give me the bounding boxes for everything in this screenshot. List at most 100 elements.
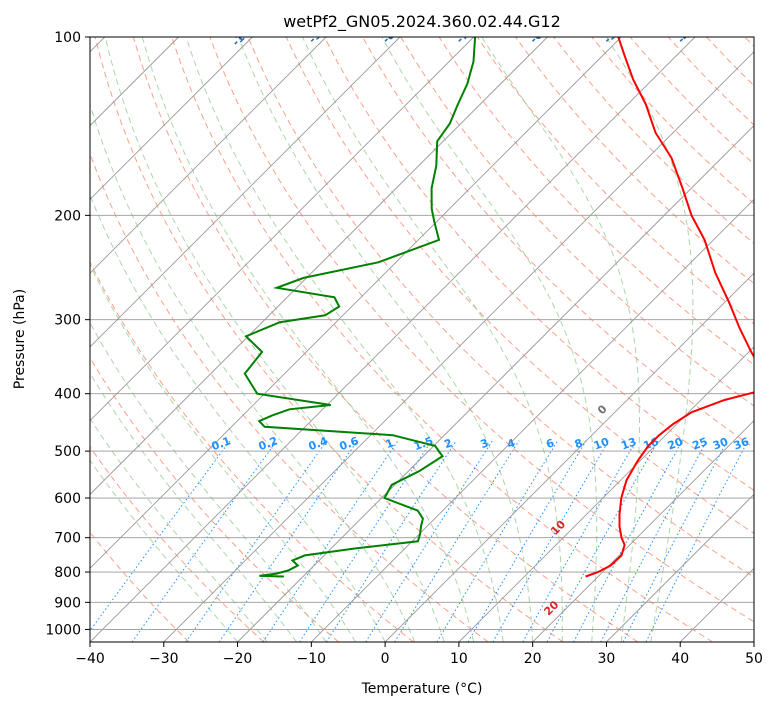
x-tick-label: 10 — [450, 651, 468, 667]
moist-adiabat — [238, 37, 534, 642]
x-axis: −40 −30 −20 −10 0 10 20 30 40 50 — [75, 642, 763, 667]
dry-adiabat — [209, 37, 754, 623]
dry-adiabat — [132, 37, 639, 642]
dry-adiabat — [476, 37, 754, 325]
x-tick-label: 40 — [671, 651, 689, 667]
moist-adiabat — [185, 37, 504, 642]
isotherm-label: -80 — [380, 23, 403, 46]
y-axis: 100 200 300 400 500 600 700 800 900 1000 — [45, 30, 90, 638]
isotherm-label: -70 — [454, 23, 477, 46]
mixing-ratio-label: 4 — [505, 436, 517, 451]
y-tick-label: 500 — [54, 444, 81, 460]
mixing-ratio-line — [467, 440, 587, 642]
isotherm-line — [90, 37, 622, 569]
isotherm-line — [90, 37, 253, 200]
mixing-ratio-label: 2 — [442, 436, 454, 451]
moist-adiabat — [90, 263, 357, 642]
isotherm-line — [90, 37, 327, 274]
y-tick-label: 600 — [54, 491, 81, 507]
y-axis-title: Pressure (hPa) — [12, 289, 28, 389]
x-tick-label: −10 — [297, 651, 327, 667]
moist-adiabat — [90, 193, 386, 642]
mixing-ratio-label: 13 — [619, 435, 638, 452]
x-tick-label: −30 — [149, 651, 179, 667]
dry-adiabat — [515, 37, 754, 285]
isotherm-line — [163, 51, 754, 642]
plot-frame — [89, 36, 755, 643]
mixing-ratio-line — [131, 440, 278, 642]
mixing-ratio-line — [492, 440, 610, 642]
y-tick-label: 100 — [54, 30, 81, 46]
dry-adiabat — [285, 37, 754, 535]
mixing-ratio-label: 36 — [732, 435, 751, 453]
mixing-ratio-line — [645, 440, 749, 642]
temperature-line — [585, 37, 754, 578]
x-tick-label: −20 — [223, 651, 253, 667]
dry-adiabat — [90, 260, 414, 642]
profile-series — [243, 37, 754, 578]
y-tick-label: 300 — [54, 313, 81, 329]
x-tick-label: 20 — [524, 651, 542, 667]
moist-adiabat — [90, 321, 327, 642]
mixing-ratio-label: 0.2 — [257, 434, 280, 453]
isotherm-line — [90, 37, 548, 496]
mixing-ratio-label: 0.6 — [338, 434, 361, 453]
moist-adiabat — [90, 459, 238, 642]
moist-adiabat — [141, 37, 475, 642]
mixing-ratio-label: 8 — [573, 436, 585, 451]
moist-adiabat — [90, 102, 416, 642]
mixing-ratio-line — [546, 440, 659, 642]
mixing-ratio-label: 20 — [666, 435, 685, 453]
y-tick-label: 400 — [54, 387, 81, 403]
chart-title: wetPf2_GN05.2024.360.02.44.G12 — [283, 12, 561, 32]
isotherm-line — [90, 37, 696, 642]
mixing-ratio-line — [299, 440, 433, 642]
moist-adiabat — [381, 37, 598, 642]
mixing-ratio-label: 6 — [544, 436, 556, 451]
dry-adiabat — [171, 37, 713, 642]
x-tick-label: −40 — [75, 651, 105, 667]
isotherm-line — [237, 124, 754, 642]
mixing-ratio-label: 0.1 — [210, 434, 233, 453]
y-tick-label: 800 — [54, 565, 81, 581]
isotherm-label: -60 — [527, 23, 550, 46]
mixing-ratio-label: 1 — [384, 436, 396, 451]
isotherm-line — [90, 37, 401, 348]
x-tick-label: 50 — [745, 651, 763, 667]
background-lines — [90, 37, 754, 642]
mixing-ratio-label: 3 — [479, 436, 491, 451]
mixing-ratio-label: 10 — [592, 435, 611, 453]
x-tick-label: 30 — [598, 651, 616, 667]
moist-adiabat — [302, 37, 563, 642]
x-tick-label: 0 — [381, 651, 390, 667]
isotherm-line — [458, 346, 754, 642]
y-tick-label: 200 — [54, 208, 81, 224]
x-axis-title: Temperature (°C) — [361, 681, 483, 697]
dewpoint-line — [243, 37, 477, 578]
moist-adiabat — [605, 37, 694, 642]
isotherm-label: -50 — [601, 23, 624, 46]
moist-adiabat — [104, 37, 445, 642]
mixing-ratio-line — [325, 440, 457, 642]
moist-adiabat — [90, 372, 298, 642]
dry-adiabat — [247, 37, 754, 578]
y-tick-label: 900 — [54, 595, 81, 611]
isotherm-label: -90 — [306, 23, 329, 46]
dry-adiabat — [90, 446, 265, 642]
y-tick-label: 1000 — [45, 622, 81, 638]
isotherm-label: -40 — [675, 23, 698, 46]
mixing-ratio-line — [185, 440, 328, 642]
isotherm-line — [532, 420, 754, 642]
mixing-ratio-line — [522, 440, 637, 642]
dry-adiabat — [323, 37, 754, 491]
moist-adiabat — [481, 37, 640, 642]
mixing-ratio-line — [436, 440, 559, 642]
moist-adiabat — [90, 417, 268, 642]
mixing-ratio-line — [262, 440, 399, 642]
mixing-ratio-label: 30 — [711, 435, 730, 453]
dry-adiabat — [438, 37, 754, 366]
isotherm-line — [384, 272, 754, 642]
mixing-ratio-line — [218, 440, 358, 642]
